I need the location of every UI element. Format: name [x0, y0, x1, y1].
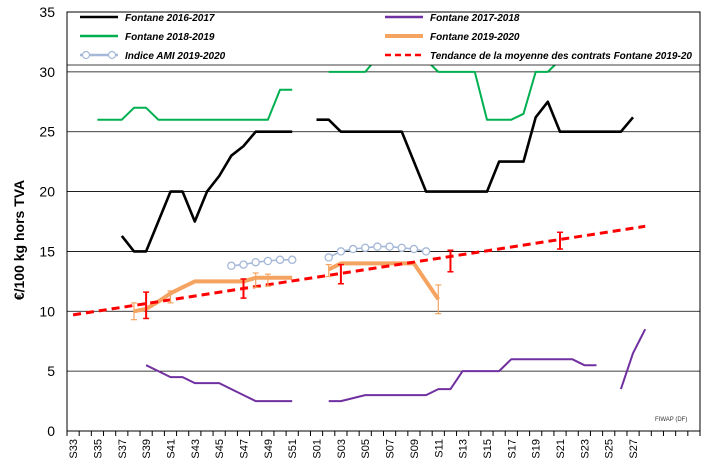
x-tick-label: S25 — [604, 439, 616, 459]
x-tick-label: S01 — [312, 439, 324, 459]
x-tick-label: S45 — [214, 439, 226, 459]
x-tick-label: S09 — [409, 439, 421, 459]
x-tick-label: S21 — [555, 439, 567, 459]
series-line — [97, 88, 293, 121]
legend-entry: Fontane 2016-2017 — [80, 13, 215, 24]
x-tick-label: S27 — [628, 439, 640, 459]
series-point — [348, 244, 358, 254]
legend-label: Fontane 2019-2020 — [430, 32, 520, 43]
legend-entry: Tendance de la moyenne des contrats Font… — [385, 51, 692, 62]
series-line — [619, 328, 647, 390]
x-tick-label: S51 — [287, 439, 299, 459]
x-tick-label: S13 — [458, 439, 470, 459]
x-tick-label: S11 — [433, 439, 445, 458]
series-point — [239, 260, 248, 269]
series-point — [421, 247, 431, 256]
legend-label: Fontane 2016-2017 — [125, 13, 215, 24]
series-point — [263, 256, 273, 266]
series-point — [275, 255, 285, 265]
x-tick-label: S15 — [482, 439, 494, 459]
series-line — [328, 56, 597, 121]
y-tick-label: 0 — [47, 423, 55, 439]
credit-text: FIWAP (DF) — [655, 417, 687, 423]
series-line — [316, 100, 634, 193]
legend-marker — [81, 50, 91, 60]
y-tick-label: 20 — [39, 184, 55, 200]
x-tick-label: S37 — [117, 439, 129, 459]
y-tick-label: 5 — [47, 363, 55, 379]
series-point — [227, 261, 236, 271]
x-tick-label: S23 — [579, 439, 591, 459]
series-point — [397, 243, 407, 253]
x-tick-label: S07 — [385, 439, 397, 459]
x-tick-label: S43 — [190, 439, 202, 459]
legend-entry: Fontane 2017-2018 — [385, 13, 520, 24]
x-tick-label: S41 — [165, 439, 177, 459]
series-line — [327, 261, 440, 301]
y-tick-label: 10 — [39, 303, 55, 319]
x-tick-label: S49 — [263, 439, 275, 459]
legend-entry: Indice AMI 2019-2020 — [80, 50, 226, 62]
y-tick-label: 30 — [39, 64, 55, 80]
series-point — [385, 242, 394, 251]
series-line — [145, 364, 293, 403]
legend-box — [68, 13, 699, 65]
series-line — [120, 130, 293, 253]
series-layer — [72, 56, 647, 403]
y-axis-label: €/100 kg hors TVA — [11, 180, 27, 300]
y-tick-label: 35 — [39, 4, 55, 20]
series-point — [373, 242, 382, 251]
series-point — [336, 247, 346, 256]
x-tick-label: S03 — [336, 439, 348, 459]
legend-label: Indice AMI 2019-2020 — [125, 51, 226, 62]
x-tick-label: S35 — [92, 439, 104, 459]
x-tick-label: S39 — [141, 439, 153, 459]
x-tick-label: S19 — [531, 439, 543, 459]
x-tick-label: S05 — [360, 439, 372, 459]
ticks: 0 5 10 15 20 25 30 35 S33 S35 S37 S39 S41 S43 S45 S47 S4… — [39, 4, 640, 459]
legend-label: Fontane 2018-2019 — [125, 32, 215, 43]
series-point — [287, 255, 297, 265]
series-point — [324, 253, 333, 262]
trend-line — [72, 224, 646, 317]
y-tick-label: 15 — [39, 243, 55, 259]
legend: Fontane 2016-2017 Fontane 2017-2018 Fontan… — [67, 13, 700, 66]
grid — [67, 11, 700, 432]
plot-frame — [66, 11, 701, 432]
axes — [66, 11, 701, 436]
series-point — [360, 243, 370, 253]
legend-label: Fontane 2017-2018 — [430, 13, 520, 24]
x-tick-label: S33 — [68, 439, 80, 459]
legend-marker — [107, 50, 117, 60]
legend-label: Tendance de la moyenne des contrats Font… — [430, 51, 692, 62]
legend-entry: Fontane 2018-2019 — [80, 32, 215, 43]
y-tick-label: 25 — [39, 124, 55, 140]
series-point — [409, 244, 419, 254]
x-tick-label: S47 — [239, 439, 251, 459]
series-point — [251, 257, 260, 267]
series-line — [133, 275, 293, 314]
x-tick-label: S17 — [506, 439, 518, 459]
legend-entry: Fontane 2019-2020 — [385, 32, 520, 43]
series-line — [328, 358, 597, 403]
